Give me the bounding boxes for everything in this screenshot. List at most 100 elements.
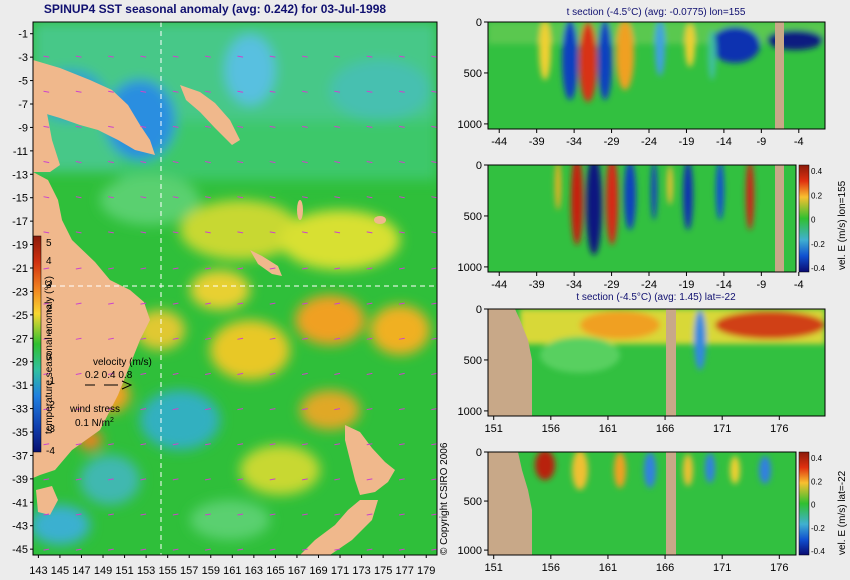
velocity-vector	[75, 372, 82, 375]
velocity-vector	[205, 548, 211, 551]
velocity-vector	[431, 478, 437, 481]
velocity-vector	[75, 161, 82, 164]
velocity-vector	[108, 548, 114, 551]
wind-stress-value: 0.1 N/m2	[75, 417, 114, 429]
map-title: SPINUP4 SST seasonal anomaly (avg: 0.242…	[44, 2, 386, 16]
velocity-vector	[140, 90, 147, 93]
map-y-tick-label: -45	[12, 544, 28, 556]
section-y-tick-label: 500	[464, 496, 482, 508]
velocity-vector	[301, 90, 308, 93]
velocity-vector	[398, 196, 405, 199]
new-zealand-north-land	[345, 425, 395, 495]
section3-land-left	[488, 309, 532, 416]
map-x-tick-label: 175	[374, 565, 392, 577]
velocity-vector	[75, 196, 82, 199]
velocity-vector	[269, 478, 276, 481]
map-colorbar-tick-label: 1	[46, 328, 52, 339]
velocity-vector	[334, 372, 341, 375]
velocity-vector	[366, 196, 373, 199]
section-x-tick-label: 166	[656, 423, 674, 435]
velocity-vector	[172, 161, 179, 164]
velocity-vector	[301, 267, 308, 270]
map-colorbar-tick-label: -3	[46, 424, 55, 435]
velocity-vector	[269, 55, 276, 58]
velocity-vector	[431, 513, 437, 516]
velocity-vector	[334, 267, 341, 270]
map-x-tick-label: 155	[158, 565, 176, 577]
velocity-vector	[398, 548, 405, 551]
velocity-vector	[366, 267, 373, 270]
velocity-vector	[366, 161, 373, 164]
velocity-vector	[140, 408, 147, 411]
map-x-tick-label: 171	[331, 565, 349, 577]
section3-axes: 151 156 161 166 171 176 0 500 1000	[458, 304, 789, 435]
velocity-vector	[172, 55, 179, 58]
velocity-vector	[301, 408, 308, 411]
velocity-vector	[301, 196, 308, 199]
velocity-vector	[366, 548, 373, 551]
velocity-vector	[431, 231, 437, 234]
section-colorbar-tick-label: 0.4	[811, 167, 823, 176]
velocity-vector	[301, 513, 308, 516]
velocity-vector	[75, 55, 82, 58]
section2-axes: -44 -39 -34 -29 -24 -19 -14 -9 -4 0 500 1000 0.4 0.2 0…	[458, 160, 826, 291]
velocity-vector	[172, 267, 179, 270]
section-colorbar-tick-label: -0.4	[811, 547, 825, 556]
map-colorbar	[33, 235, 42, 453]
velocity-vector	[43, 161, 50, 164]
map-y-tick-label: -1	[18, 29, 28, 41]
velocity-vector	[366, 90, 373, 93]
velocity-vector	[237, 302, 244, 305]
velocity-vector	[237, 196, 244, 199]
velocity-vector	[172, 302, 179, 305]
velocity-vector	[431, 443, 437, 446]
velocity-vector	[237, 267, 244, 270]
velocity-vector	[366, 125, 373, 128]
velocity-vector	[140, 125, 147, 128]
velocity-vector	[172, 478, 179, 481]
velocity-vector	[43, 443, 50, 446]
velocity-vector	[43, 302, 50, 305]
velocity-vector	[205, 90, 211, 93]
velocity-vector	[108, 443, 114, 446]
fiji-land	[374, 216, 386, 224]
velocity-scale-values: 0.2 0.4 0.8	[85, 370, 133, 381]
velocity-vector	[172, 513, 179, 516]
velocity-vector	[108, 372, 114, 375]
section-y-tick-label: 1000	[458, 545, 482, 557]
velocity-vector	[398, 55, 405, 58]
section2-colorbar-label: vel. E (m/s) lon=155	[837, 180, 848, 270]
map-y-tick-label: -9	[18, 122, 28, 134]
velocity-vector	[140, 337, 147, 340]
velocity-vector	[398, 302, 405, 305]
velocity-vector	[334, 90, 341, 93]
velocity-vector	[301, 337, 308, 340]
map-colorbar-tick-label: 0	[46, 352, 52, 363]
velocity-vector	[237, 478, 244, 481]
velocity-vector	[205, 196, 211, 199]
map-colorbar-tick-label: -4	[46, 446, 55, 457]
velocity-vector	[140, 55, 147, 58]
section-x-tick-label: 171	[713, 423, 731, 435]
section-y-tick-label: 500	[464, 355, 482, 367]
map-y-tick-label: -37	[12, 450, 28, 462]
section-x-tick-label: -4	[794, 136, 804, 148]
section-x-tick-label: -14	[716, 279, 732, 291]
velocity-vector	[398, 267, 405, 270]
velocity-vector	[398, 372, 405, 375]
map-x-tick-label: 163	[245, 565, 263, 577]
velocity-vector	[237, 55, 244, 58]
velocity-vector	[172, 408, 179, 411]
map-y-tick-label: -5	[18, 76, 28, 88]
section-x-tick-label: 161	[599, 562, 617, 574]
velocity-vector	[75, 408, 82, 411]
section-x-tick-label: -24	[641, 136, 657, 148]
section4-plot	[488, 452, 796, 555]
velocity-vector	[108, 90, 114, 93]
velocity-vector	[75, 267, 82, 270]
section-x-tick-label: -24	[641, 279, 657, 291]
velocity-vector	[398, 408, 405, 411]
velocity-vector	[205, 337, 211, 340]
velocity-vector	[269, 125, 276, 128]
velocity-vector	[398, 231, 405, 234]
